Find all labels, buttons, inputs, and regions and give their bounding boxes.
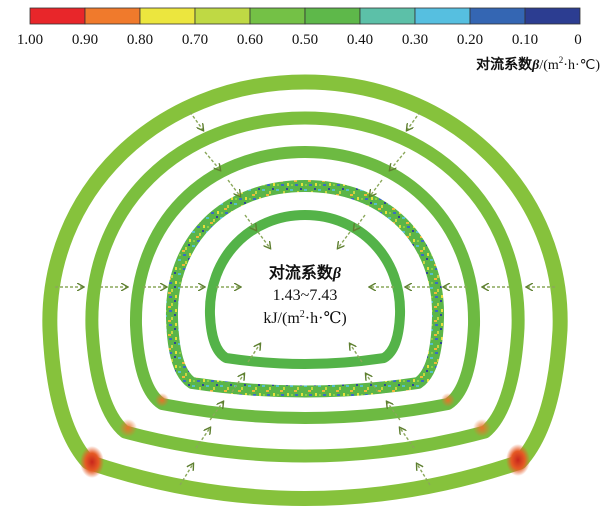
ring-inner [204,210,406,369]
center-label: 对流系数β 1.43~7.43 kJ/(m2·h·℃) [263,263,346,327]
arrow [195,428,210,449]
arrow [387,402,401,421]
colorbar-cell [194,7,251,25]
arrow [209,402,223,421]
arrow [227,179,240,196]
arrow [417,464,431,486]
arrow [370,179,383,196]
hot-spot [506,444,530,476]
tick-label: 0.10 [512,32,538,48]
arrow [244,214,256,230]
colorbar-cell [524,7,581,25]
colorbar-cell [139,7,196,25]
center-unit: kJ/(m2·h·℃) [263,309,346,327]
tick-label: 0.40 [347,32,373,48]
colorbar-cell [359,7,416,25]
arrow [407,111,421,130]
tunnel-rings [42,74,568,506]
warm-spot [119,419,137,437]
arrow [338,231,351,248]
tick-label: 0 [574,32,582,48]
colorbar-ticks: 1.00 0.90 0.80 0.70 0.60 0.50 0.40 0.30 … [17,32,582,48]
arrow [257,231,270,248]
warm-spot [441,393,455,407]
hot-spot [80,446,104,478]
tick-label: 1.00 [17,32,43,48]
tick-label: 0.90 [72,32,98,48]
arrow [189,111,203,130]
arrows [55,111,555,486]
center-range: 1.43~7.43 [273,287,338,304]
warm-spot [473,419,491,437]
arrow [400,428,415,449]
colorbar-cell [249,7,306,25]
colorbar-cell [469,7,526,25]
colorbar-cell [29,7,86,25]
ring-2 [85,111,525,463]
arrow [231,374,244,393]
arrow [179,464,193,486]
colorbar-cell [84,7,141,25]
ring-outer [42,74,568,506]
ring-3 [129,146,481,424]
colorbar: 1.00 0.90 0.80 0.70 0.60 0.50 0.40 0.30 … [17,7,600,73]
warm-spot [155,393,169,407]
hot-spots [80,393,530,478]
arrow [204,151,220,170]
colorbar-cell [304,7,361,25]
arrow [350,344,363,363]
colorbar-unit-label: 对流系数β/(m2·h·℃) [476,55,600,73]
colorbar-cells [29,7,581,25]
center-title: 对流系数β [269,263,342,282]
arrow [247,344,260,363]
ring-4 [165,180,445,398]
tick-label: 0.30 [402,32,428,48]
colorbar-cell [414,7,471,25]
tick-label: 0.20 [457,32,483,48]
tick-label: 0.70 [182,32,208,48]
tick-label: 0.50 [292,32,318,48]
arrow [390,151,406,170]
tick-label: 0.60 [237,32,263,48]
arrow [366,374,379,393]
tick-label: 0.80 [127,32,153,48]
arrow [354,214,366,230]
